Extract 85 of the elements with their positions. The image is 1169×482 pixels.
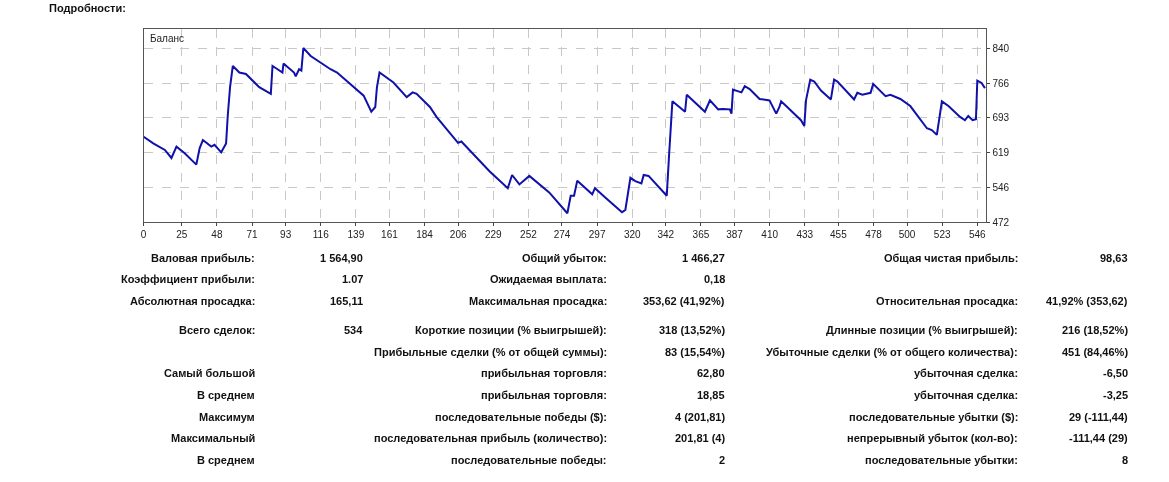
y-tick-label: 693 (992, 112, 1010, 124)
text: Подробности: (49, 2, 126, 14)
text: Длинные позиции (% выигрышей): (826, 324, 1018, 336)
text: последовательная прибыль (количество): (374, 432, 608, 444)
x-tick-label: 297 (588, 229, 606, 241)
text: последовательные убытки: (865, 454, 1018, 466)
text: Самый большой (164, 367, 256, 379)
x-tick-label: 365 (692, 229, 710, 241)
x-tick-label: 206 (449, 229, 467, 241)
text: -111,44 (29) (1069, 432, 1128, 444)
text: 18,85 (697, 389, 725, 401)
x-tick-label: 71 (246, 229, 259, 241)
text: В среднем (197, 389, 255, 401)
text: последовательные победы ($): (435, 411, 608, 423)
text: непрерывный убыток (кол-во): (847, 432, 1018, 444)
text: -3,25 (1103, 389, 1129, 401)
text: Коэффициент прибыли: (121, 273, 255, 285)
text: 1 466,27 (682, 252, 725, 264)
text: 29 (-111,44) (1069, 411, 1128, 423)
text: 98,63 (1100, 252, 1128, 264)
text: Общий убыток: (522, 252, 607, 264)
text: Абсолютная просадка: (130, 295, 256, 307)
y-tick-label: 840 (992, 42, 1010, 54)
text: 83 (15,54%) (665, 346, 725, 358)
x-tick-label: 0 (140, 229, 147, 241)
y-tick-label: 472 (992, 216, 1010, 228)
text: Ожидаемая выплата: (490, 273, 607, 285)
text: 534 (344, 324, 363, 336)
text: Всего сделок: (179, 324, 256, 336)
text: убыточная сделка: (914, 367, 1019, 379)
text: 1 564,90 (320, 252, 363, 264)
text: 0,18 (704, 273, 726, 285)
x-tick-label: 116 (312, 229, 330, 241)
text: Валовая прибыль: (151, 252, 255, 264)
x-tick-label: 252 (520, 229, 538, 241)
x-tick-label: 93 (280, 229, 292, 241)
text: 8 (1122, 454, 1129, 466)
x-tick-label: 433 (796, 229, 814, 241)
text: В среднем (197, 454, 255, 466)
text: -6,50 (1103, 367, 1129, 379)
x-tick-label: 320 (623, 229, 642, 241)
text: последовательные убытки ($): (849, 411, 1019, 423)
text: убыточная сделка: (914, 389, 1019, 401)
text: Общая чистая прибыль: (884, 252, 1019, 264)
x-tick-label: 161 (381, 229, 399, 241)
x-tick-label: 455 (830, 229, 848, 241)
text: 201,81 (4) (675, 432, 726, 444)
text: 165,11 (330, 295, 364, 307)
x-tick-label: 48 (211, 229, 223, 241)
x-tick-label: 546 (968, 229, 987, 241)
text: 41,92% (353,62) (1046, 295, 1128, 307)
text: Максимальная просадка: (469, 295, 608, 307)
x-tick-label: 25 (176, 229, 188, 241)
x-tick-label: 229 (484, 229, 503, 241)
text: Прибыльные сделки (% от общей суммы): (374, 346, 608, 358)
text: 216 (18,52%) (1062, 324, 1129, 336)
text: Убыточные сделки (% от общего количества): (766, 346, 1018, 358)
x-tick-label: 387 (726, 229, 744, 241)
text: прибыльная торговля: (481, 367, 607, 379)
x-tick-label: 500 (898, 229, 916, 241)
line-series (143, 47, 986, 215)
text: прибыльная торговля: (481, 389, 607, 401)
text: Максимальный (171, 432, 256, 444)
text: 62,80 (697, 367, 725, 379)
text: 1.07 (342, 273, 364, 285)
x-tick-label: 139 (347, 229, 365, 241)
text: Короткие позиции (% выигрышей): (415, 324, 607, 336)
x-tick-label: 342 (657, 229, 675, 241)
x-tick-label: 478 (865, 229, 883, 241)
y-tick-label: 546 (992, 181, 1010, 193)
chart-title: Баланс (150, 33, 185, 44)
text: 353,62 (41,92%) (643, 295, 725, 307)
x-tick-label: 184 (416, 229, 434, 241)
y-tick-label: 619 (992, 147, 1010, 159)
y-tick-label: 766 (992, 77, 1010, 89)
text: Максимум (199, 411, 255, 423)
text: 451 (84,46%) (1062, 346, 1129, 358)
text: 4 (201,81) (675, 411, 726, 423)
text: 2 (719, 454, 726, 466)
text: последовательные победы: (451, 454, 607, 466)
text: 318 (13,52%) (659, 324, 726, 336)
x-tick-label: 274 (553, 229, 571, 241)
x-tick-label: 523 (933, 229, 951, 241)
x-tick-label: 410 (761, 229, 779, 241)
text: Относительная просадка: (876, 295, 1019, 307)
